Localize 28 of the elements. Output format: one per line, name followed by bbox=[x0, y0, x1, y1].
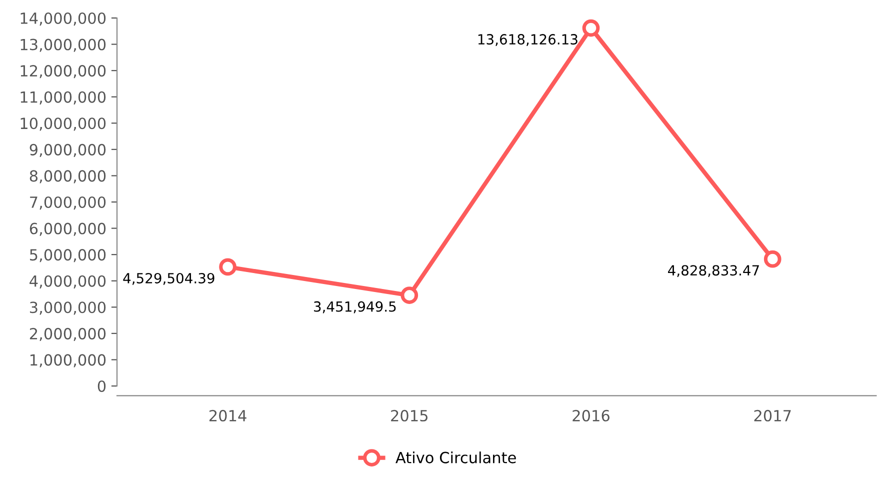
x-tick-label: 2017 bbox=[754, 410, 791, 422]
data-label: 4,529,504.39 bbox=[123, 272, 214, 285]
y-tick-label: 5,000,000 bbox=[30, 249, 106, 262]
point bbox=[582, 19, 600, 37]
x-tick-label: 2016 bbox=[572, 410, 610, 422]
legend-label: Ativo Circulante bbox=[396, 452, 516, 464]
y-tick-label: 12,000,000 bbox=[20, 65, 106, 78]
y-tick-label: 1,000,000 bbox=[30, 354, 106, 368]
data-label: 3,451,949.5 bbox=[314, 301, 396, 314]
y-tick-label: 14,000,000 bbox=[20, 12, 106, 26]
y-tick-label: 13,000,000 bbox=[20, 38, 106, 52]
x-tick-label: 2014 bbox=[209, 410, 246, 422]
y-tick-label: 11,000,000 bbox=[20, 91, 106, 104]
y-tick-label: 0 bbox=[98, 380, 106, 392]
point bbox=[219, 258, 236, 276]
point bbox=[764, 250, 782, 268]
y-tick-label: 10,000,000 bbox=[20, 118, 106, 131]
y-tick-label: 7,000,000 bbox=[30, 196, 106, 210]
y-tick-label: 4,000,000 bbox=[30, 275, 106, 288]
y-tick-label: 3,000,000 bbox=[30, 302, 106, 315]
data-label: 4,828,833.47 bbox=[668, 265, 759, 278]
point bbox=[400, 286, 418, 304]
data-label: 13,618,126.13 bbox=[478, 34, 578, 46]
y-tick-label: 9,000,000 bbox=[30, 144, 106, 158]
y-tick-label: 8,000,000 bbox=[30, 170, 106, 184]
y-tick-label: 6,000,000 bbox=[30, 222, 106, 236]
x-tick-label: 2015 bbox=[391, 410, 428, 422]
y-tick-label: 2,000,000 bbox=[30, 328, 106, 342]
